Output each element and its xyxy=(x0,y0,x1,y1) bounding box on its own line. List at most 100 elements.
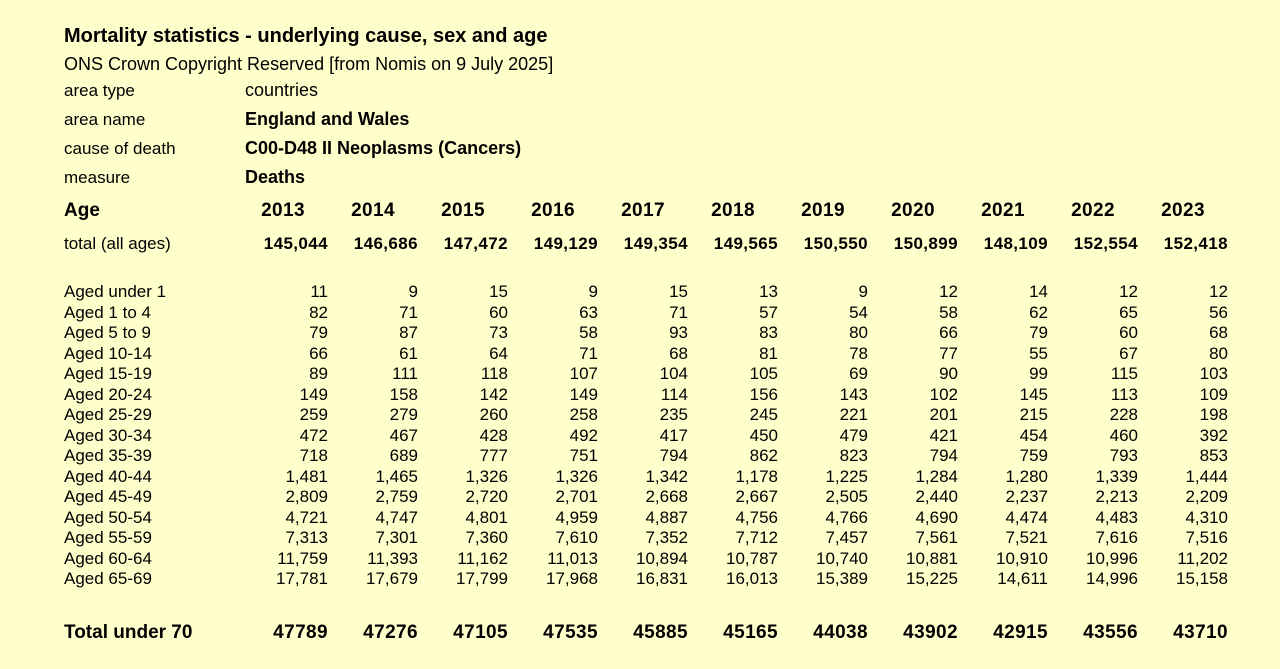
measure-value: Deaths xyxy=(245,167,306,187)
year-header-2020: 2020 xyxy=(891,200,935,221)
death-count-cell: 81 xyxy=(759,343,778,363)
death-count-cell: 4,474 xyxy=(1005,507,1048,527)
death-count-cell: 71 xyxy=(579,343,598,363)
death-count-cell: 62 xyxy=(1029,302,1048,322)
death-count-cell: 7,301 xyxy=(375,528,418,547)
death-count-cell: 11,162 xyxy=(457,548,508,568)
death-count-cell: 93 xyxy=(669,323,688,342)
age-group-row: Aged 60-64 11,759 11,393 11,162 11,013 1… xyxy=(64,549,1228,570)
death-count-cell: 7,616 xyxy=(1095,528,1138,547)
death-count-cell: 10,996 xyxy=(1086,548,1138,568)
meta-area-type-row: area type countries xyxy=(64,80,1280,101)
death-count-cell: 1,465 xyxy=(375,466,418,486)
year-header-2021: 2021 xyxy=(981,200,1025,221)
death-count-cell: 472 xyxy=(299,425,328,445)
age-group-label: Aged 30-34 xyxy=(64,425,152,445)
age-group-row: Aged 10-14 66 61 64 71 68 81 78 77 55 67… xyxy=(64,344,1228,365)
total-under-70-value: 42915 xyxy=(993,621,1048,643)
death-count-cell: 215 xyxy=(1019,405,1048,424)
death-count-cell: 79 xyxy=(309,323,328,342)
death-count-cell: 17,781 xyxy=(276,569,328,588)
death-count-cell: 56 xyxy=(1209,302,1228,322)
death-count-cell: 2,237 xyxy=(1005,487,1048,506)
death-count-cell: 7,352 xyxy=(645,528,688,547)
age-group-label: Aged under 1 xyxy=(64,282,167,301)
age-group-row: Aged 20-24 149 158 142 149 114 156 143 1… xyxy=(64,385,1228,406)
death-count-cell: 16,013 xyxy=(726,569,778,588)
total-all-ages-value: 149,354 xyxy=(623,234,688,253)
death-count-cell: 15,389 xyxy=(816,569,868,588)
total-all-ages-row: total (all ages) 145,044 146,686 147,472… xyxy=(64,222,1228,255)
death-count-cell: 2,720 xyxy=(465,487,508,506)
age-group-label: Aged 1 to 4 xyxy=(64,302,151,322)
death-count-cell: 17,679 xyxy=(366,569,418,588)
death-count-cell: 14,996 xyxy=(1086,569,1138,588)
death-count-cell: 2,505 xyxy=(825,487,868,506)
death-count-cell: 71 xyxy=(669,302,688,322)
death-count-cell: 89 xyxy=(309,364,328,383)
meta-cause-of-death-row: cause of death C00-D48 II Neoplasms (Can… xyxy=(64,138,1280,159)
year-header-2013: 2013 xyxy=(261,200,305,221)
death-count-cell: 9 xyxy=(858,282,868,301)
death-count-cell: 1,225 xyxy=(825,466,868,486)
copyright-line: ONS Crown Copyright Reserved [from Nomis… xyxy=(64,54,554,74)
measure-label: measure xyxy=(64,168,131,187)
meta-measure-row: measure Deaths xyxy=(64,167,1280,188)
death-count-cell: 479 xyxy=(839,425,868,445)
death-count-cell: 58 xyxy=(579,323,598,342)
death-count-cell: 4,483 xyxy=(1095,507,1138,527)
death-count-cell: 82 xyxy=(309,302,328,322)
death-count-cell: 4,721 xyxy=(285,507,328,527)
total-under-70-row: Total under 70 47789 47276 47105 47535 4… xyxy=(64,621,1228,645)
death-count-cell: 428 xyxy=(479,425,508,445)
death-count-cell: 2,209 xyxy=(1185,487,1228,506)
death-count-cell: 12 xyxy=(1119,282,1138,301)
death-count-cell: 111 xyxy=(392,364,418,383)
death-count-cell: 55 xyxy=(1029,343,1048,363)
death-count-cell: 460 xyxy=(1109,425,1138,445)
death-count-cell: 4,801 xyxy=(465,507,508,527)
death-count-cell: 11,759 xyxy=(277,548,328,568)
death-count-cell: 71 xyxy=(399,302,418,322)
total-all-ages-value: 150,550 xyxy=(803,234,868,253)
death-count-cell: 14 xyxy=(1029,282,1048,301)
death-count-cell: 12 xyxy=(939,282,958,301)
death-count-cell: 4,766 xyxy=(825,507,868,527)
death-count-cell: 158 xyxy=(389,384,418,404)
death-count-cell: 99 xyxy=(1029,364,1048,383)
death-count-cell: 61 xyxy=(399,343,418,363)
death-count-cell: 793 xyxy=(1109,446,1138,465)
death-count-cell: 80 xyxy=(849,323,868,342)
death-count-cell: 13 xyxy=(759,282,778,301)
total-under-70-value: 44038 xyxy=(813,621,868,643)
age-group-label: Aged 25-29 xyxy=(64,405,152,424)
death-count-cell: 228 xyxy=(1109,405,1138,424)
total-all-ages-value: 152,554 xyxy=(1073,234,1138,253)
death-count-cell: 15,225 xyxy=(906,569,958,588)
death-count-cell: 77 xyxy=(939,343,958,363)
year-header-row: Age 2013 2014 2015 2016 2017 2018 2019 2… xyxy=(64,200,1228,222)
death-count-cell: 78 xyxy=(849,343,868,363)
death-count-cell: 68 xyxy=(1209,323,1228,342)
death-count-cell: 149 xyxy=(299,384,328,404)
total-under-70-value: 43710 xyxy=(1173,621,1228,643)
mortality-data-table: Age 2013 2014 2015 2016 2017 2018 2019 2… xyxy=(64,200,1228,645)
death-count-cell: 142 xyxy=(479,384,508,404)
death-count-cell: 80 xyxy=(1209,343,1228,363)
death-count-cell: 63 xyxy=(579,302,598,322)
age-group-label: Aged 60-64 xyxy=(64,548,152,568)
death-count-cell: 15 xyxy=(489,282,508,301)
death-count-cell: 4,310 xyxy=(1185,507,1228,527)
death-count-cell: 279 xyxy=(389,405,418,424)
nomis-mortality-report: Mortality statistics - underlying cause,… xyxy=(64,25,1280,645)
death-count-cell: 16,831 xyxy=(636,569,688,588)
year-header-2022: 2022 xyxy=(1071,200,1115,221)
death-count-cell: 73 xyxy=(489,323,508,342)
death-count-cell: 11,393 xyxy=(367,548,418,568)
death-count-cell: 260 xyxy=(479,405,508,424)
death-count-cell: 853 xyxy=(1199,446,1228,465)
death-count-cell: 1,326 xyxy=(555,466,598,486)
death-count-cell: 105 xyxy=(749,364,778,383)
death-count-cell: 54 xyxy=(849,302,868,322)
age-group-label: Aged 15-19 xyxy=(64,364,152,383)
